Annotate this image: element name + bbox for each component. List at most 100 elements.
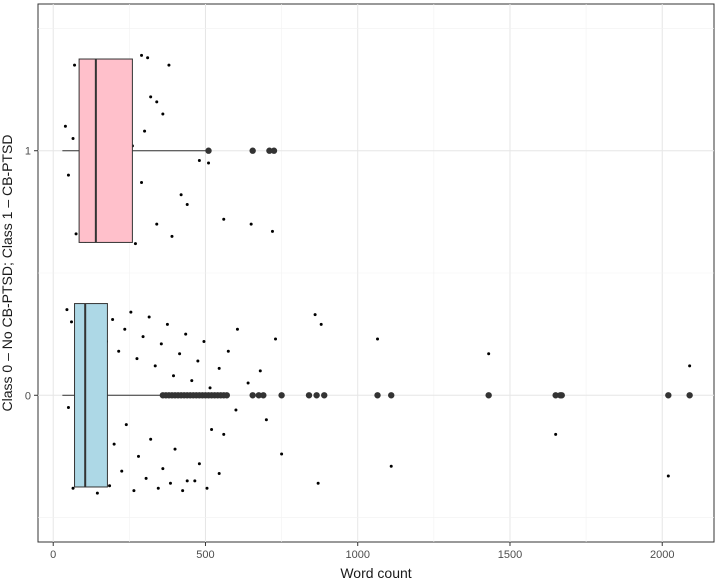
jitter-point [487,352,491,356]
x-tick-label: 0 [50,549,56,561]
outlier-point [249,392,256,399]
jitter-point [149,95,153,99]
jitter-point [185,479,189,483]
jitter-point [376,337,380,341]
jitter-point [155,222,159,226]
outlier-point [305,392,313,399]
jitter-point [234,408,238,412]
jitter-point [235,327,239,331]
x-axis-title: Word count [340,565,411,581]
jitter-point [222,432,226,436]
y-axis-title: Class 0 – No CB-PTSD; Class 1 – CB-PTSD [0,135,15,412]
jitter-point [161,467,165,471]
outlier-point [374,392,381,399]
outlier-point [249,147,256,154]
jitter-point [124,423,128,427]
box-iqr [78,58,133,243]
jitter-point [135,357,139,361]
jitter-point [129,310,133,314]
jitter-point [226,349,230,353]
jitter-point [167,63,171,67]
outlier-point [558,392,565,399]
jitter-point [205,486,209,490]
jitter-point [554,432,558,436]
jitter-point [313,313,317,317]
outlier-point [321,392,328,399]
jitter-point [280,452,284,456]
jitter-point [316,481,320,485]
jitter-point [144,476,148,480]
outlier-point [388,392,395,399]
jitter-point [95,491,99,495]
outlier-point [260,392,267,399]
jitter-point [143,129,147,133]
outlier-point [205,147,212,154]
jitter-point [389,464,393,468]
jitter-point [71,137,75,140]
jitter-point [168,481,172,485]
jitter-point [172,374,176,378]
y-tick-label: 1 [25,146,31,158]
outlier-point [552,392,559,399]
outlier-point [665,392,672,399]
jitter-point [147,315,151,319]
jitter-point [146,56,150,60]
jitter-point [153,364,157,368]
jitter-point [217,472,221,476]
y-axis-ticks: 01 [25,146,38,402]
jitter-point [111,317,115,321]
outlier-point [266,147,273,154]
jitter-point [197,159,201,163]
jitter-point [208,386,212,390]
jitter-point [688,364,692,368]
jitter-point [63,124,67,128]
jitter-point [73,63,77,67]
jitter-point [71,486,75,490]
jitter-point [156,486,160,490]
jitter-point [217,366,221,370]
jitter-point [132,489,136,493]
x-tick-label: 500 [196,549,214,561]
jitter-point [258,369,262,373]
jitter-point [117,349,121,353]
outlier-point [686,392,693,399]
jitter-point [207,161,211,165]
jitter-point [185,203,189,207]
jitter-point [66,173,70,177]
jitter-point [249,222,253,226]
jitter-point [196,359,200,363]
jitter-point [666,474,670,478]
x-axis-ticks: 0 500 1000 1500 2000 [50,542,674,561]
jitter-point [222,217,226,221]
jitter-point [155,100,159,104]
jitter-point [184,332,188,336]
jitter-point [210,428,214,432]
x-tick-label: 2000 [650,549,674,561]
jitter-point [159,342,163,346]
jitter-point [136,454,140,458]
jitter-point [190,379,194,383]
outlier-point [278,392,285,399]
jitter-point [149,437,153,441]
outlier-point [270,147,278,154]
jitter-point [74,232,78,236]
jitter-point [202,339,206,343]
box-iqr [74,303,108,488]
outlier-point [313,392,320,399]
jitter-point [140,53,144,57]
jitter-point [123,327,127,331]
jitter-point [133,242,137,246]
jitter-point [140,181,144,185]
box-group [62,58,693,488]
jitter-point [69,320,73,324]
jitter-point [197,462,201,466]
jitter-point [65,308,69,312]
jitter-point [264,418,268,422]
jitter-point [165,322,169,326]
y-tick-label: 0 [25,390,31,402]
jitter-point [246,381,250,385]
jitter-point [108,484,112,488]
x-tick-label: 1500 [498,549,522,561]
outlier-point [485,392,492,399]
